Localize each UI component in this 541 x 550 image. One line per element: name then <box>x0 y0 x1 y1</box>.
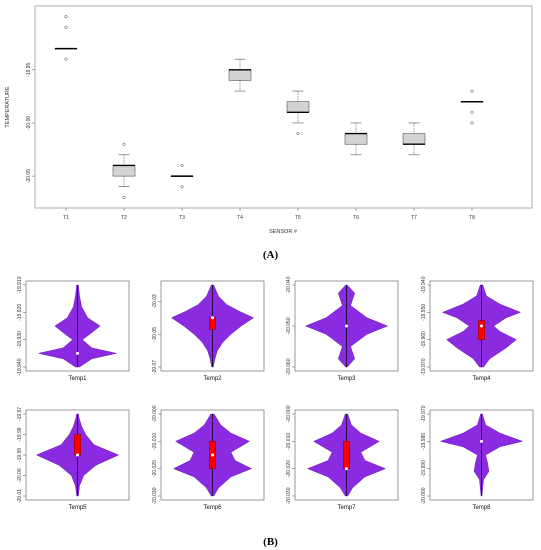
violin-label: Temp1 <box>68 376 87 382</box>
violin-y-tick-label: -19.970 <box>421 358 427 375</box>
box-outlier <box>180 163 184 167</box>
violin-panel: -19.97 -19.98 -19.99 -20.00 -20.01 Temp5 <box>17 407 130 511</box>
violin-iqr-box <box>478 320 485 340</box>
violin-y-tick-label: -19.950 <box>421 304 427 321</box>
box-outlier <box>64 15 68 19</box>
violin-label: Temp7 <box>337 505 356 511</box>
violin-label: Temp3 <box>337 376 356 382</box>
violin-label: Temp8 <box>472 505 491 511</box>
violin-y-tick-label: -19.930 <box>17 331 23 348</box>
violin-label: Temp5 <box>68 505 87 511</box>
box-outlier <box>180 185 184 189</box>
violin-y-tick-label: -19.940 <box>421 276 427 293</box>
violin-y-tick-label: -20.000 <box>286 405 292 422</box>
box-outlier <box>64 25 68 29</box>
violin-y-tick-label: -20.000 <box>152 405 158 422</box>
violin-label: Temp6 <box>203 505 222 511</box>
box-plot-panel: SENSOR # TEMPERATURE -19.95 -20.00 -20.05 T… <box>5 5 533 235</box>
violin-y-tick-label: -20.030 <box>286 487 292 504</box>
box-plot-y-axis-label: TEMPERATURE <box>5 86 11 127</box>
violin-iqr-box <box>209 317 216 330</box>
violin-panel: -19.970 -19.980 -19.990 -20.000 Temp8 <box>421 405 534 511</box>
violin-y-tick-label: -20.010 <box>286 433 292 450</box>
violin-y-tick-label: -19.980 <box>421 433 427 450</box>
violin-y-tick-label: -20.000 <box>421 487 427 504</box>
box-outlier <box>122 142 126 146</box>
violin-y-tick-label: -20.03 <box>152 294 158 308</box>
violin-label: Temp4 <box>472 376 491 382</box>
box-iqr <box>344 133 368 145</box>
violin-median-dot <box>211 316 214 320</box>
box-outlier <box>64 57 68 61</box>
violin-y-tick-label: -19.970 <box>421 405 427 422</box>
violin-median-dot <box>480 324 483 328</box>
box-iqr <box>112 165 136 177</box>
violin-panel: -20.000 -20.010 -20.020 -20.030 Temp6 <box>152 405 265 511</box>
violin-median-dot <box>76 351 79 355</box>
box-plot-x-tick-label: T7 <box>411 215 417 221</box>
box-outlier <box>296 132 300 136</box>
violin-plots-panel: -19.910-19.920-19.930-19.940Temp1-20.03-… <box>17 276 534 511</box>
violin-panel: -20.03 -20.05 -20.07 Temp2 <box>152 280 265 382</box>
box-iqr <box>228 69 252 81</box>
violin-y-tick-label: -19.99 <box>17 448 23 462</box>
violin-y-tick-label: -19.960 <box>421 331 427 348</box>
box-plot-y-tick-label: -20.05 <box>26 169 32 183</box>
violin-y-tick-label: -19.940 <box>17 358 23 375</box>
violin-y-tick-label: -20.050 <box>286 317 292 334</box>
box-outlier <box>470 110 474 114</box>
violin-panel: -19.910 -19.920 -19.930 -19.940 Temp1 <box>17 276 130 382</box>
caption-b: (B) <box>263 536 278 548</box>
box-outlier <box>470 121 474 125</box>
violin-y-tick-label: -19.990 <box>421 460 427 477</box>
violin-y-tick-label: -20.030 <box>152 487 158 504</box>
violin-y-tick-label: -19.98 <box>17 427 23 441</box>
violin-median-dot <box>345 324 348 328</box>
violin-panel: -20.000 -20.010 -20.020 -20.030 Temp7 <box>286 405 399 511</box>
box-outlier <box>470 89 474 93</box>
box-plot-x-tick-label: T4 <box>237 215 243 221</box>
violin-y-tick-label: -20.05 <box>152 327 158 341</box>
violin-y-tick-label: -19.920 <box>17 304 23 321</box>
box-plot-x-tick-label: T8 <box>469 215 475 221</box>
box-plot-x-tick-label: T5 <box>295 215 301 221</box>
violin-median-dot <box>345 467 348 471</box>
violin-y-tick-label: -19.910 <box>17 276 23 293</box>
violin-iqr-box <box>343 441 350 469</box>
violin-y-tick-label: -20.07 <box>152 360 158 374</box>
violin-panel: -20.040 -20.050 -20.060 Temp3 <box>286 276 399 382</box>
box-plot-y-tick-label: -20.00 <box>26 116 32 130</box>
violin-panel: -19.940 -19.950 -19.960 -19.970 Temp4 <box>421 276 534 382</box>
violin-y-tick-label: -20.00 <box>17 468 23 482</box>
box-plot-x-tick-label: T1 <box>63 215 69 221</box>
violin-y-tick-label: -19.97 <box>17 407 23 421</box>
caption-a: (A) <box>263 249 279 261</box>
box-outlier <box>122 195 126 199</box>
violin-y-tick-label: -20.040 <box>286 276 292 293</box>
box-iqr <box>402 133 426 145</box>
violin-median-dot <box>76 453 79 457</box>
violin-label: Temp2 <box>203 376 222 382</box>
violin-iqr-box <box>74 434 81 456</box>
violin-y-tick-label: -20.020 <box>152 460 158 477</box>
violin-y-tick-label: -20.020 <box>286 460 292 477</box>
box-plot-x-axis-label: SENSOR # <box>269 229 298 235</box>
violin-y-tick-label: -20.010 <box>152 433 158 450</box>
box-plot-y-tick-label: -19.95 <box>26 62 32 76</box>
box-plot-x-tick-label: T6 <box>353 215 359 221</box>
violin-y-tick-label: -20.01 <box>17 489 23 503</box>
violin-y-tick-label: -20.060 <box>286 358 292 375</box>
violin-median-dot <box>480 439 483 443</box>
box-plot-x-tick-label: T3 <box>179 215 185 221</box>
box-plot-x-tick-label: T2 <box>121 215 127 221</box>
violin-median-dot <box>211 453 214 457</box>
box-plot-frame <box>34 5 533 209</box>
box-iqr <box>286 101 310 113</box>
